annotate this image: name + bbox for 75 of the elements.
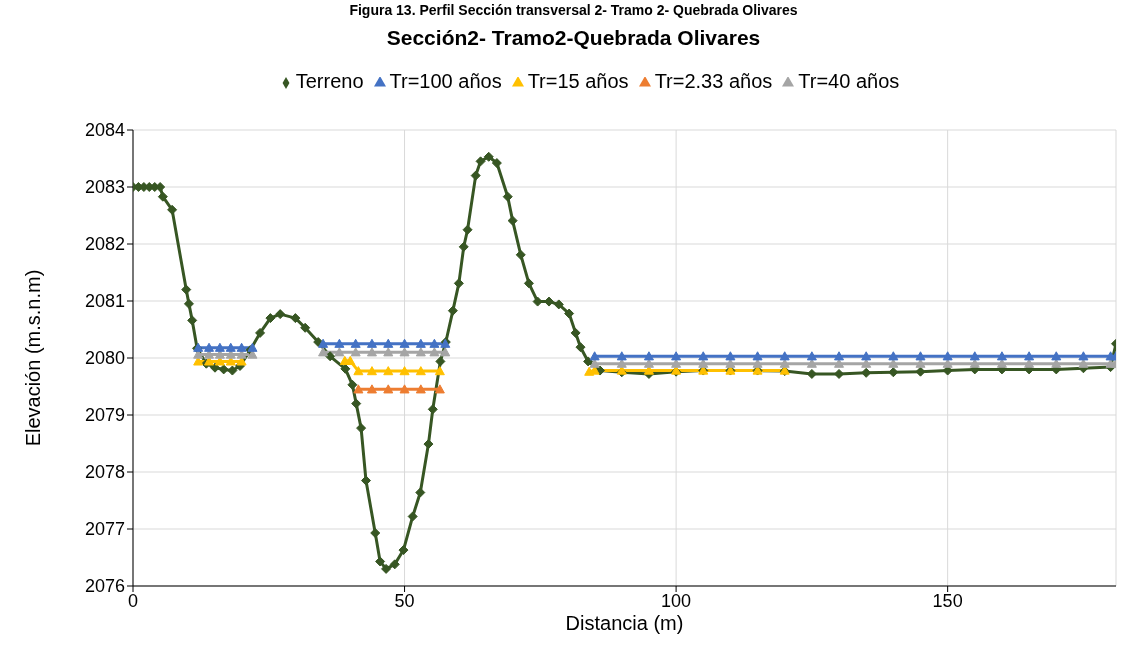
point [434,384,445,394]
point [1078,351,1089,361]
point [399,366,410,376]
y-tick-label: 2081 [84,291,125,312]
point [225,342,236,352]
y-tick-label: 2077 [84,519,125,540]
point [353,366,364,376]
point [434,366,445,376]
point [204,342,215,352]
y-tick-label: 2079 [84,405,125,426]
point [1051,351,1062,361]
point [429,338,440,348]
legend-label: Tr=100 años [389,70,502,92]
y-tick-label: 2080 [84,348,125,369]
point [671,351,682,361]
legend-label: Tr=40 años [798,70,900,92]
x-tick-label: 0 [127,590,139,611]
point [345,355,356,365]
y-tick-label: 2078 [84,462,125,483]
point [366,384,377,394]
point [236,342,247,352]
point [318,338,329,348]
legend-label: Tr=2.33 años [654,70,773,92]
point [383,366,394,376]
point [214,342,225,352]
legend-label: Tr=15 años [527,70,629,92]
point [725,351,736,361]
point [589,351,600,361]
point [350,338,361,348]
x-tick-label: 50 [394,590,415,611]
x-tick-label: 150 [932,590,963,611]
point [834,351,845,361]
point [752,351,763,361]
y-tick-label: 2083 [84,177,125,198]
point [429,347,440,357]
point [399,338,410,348]
point [399,347,410,357]
point [942,351,953,361]
y-tick-label: 2084 [84,120,125,141]
point [415,338,426,348]
legend-label: Terreno [295,70,364,92]
point [415,347,426,357]
point [353,384,364,394]
point [350,347,361,357]
point [915,351,926,361]
point [334,347,345,357]
point [806,351,817,361]
y-axis-title: Elevación (m.s.n.m) [22,269,45,447]
point [399,384,410,394]
text: Figura 13. Perfil Sección transversal 2- Tramo 2- Quebrada Olivares [348,2,799,18]
point [383,338,394,348]
point [318,347,329,357]
point [969,351,980,361]
point [366,366,377,376]
point [996,351,1007,361]
point [415,384,426,394]
y-tick-label: 2082 [84,234,125,255]
point [698,351,709,361]
point [415,366,426,376]
point [383,384,394,394]
y-tick-label: 2076 [84,576,125,597]
point [779,351,790,361]
x-axis-title: Distancia (m) [565,612,684,634]
point [1024,351,1035,361]
point [440,347,451,357]
point [888,351,899,361]
x-tick-label: 100 [661,590,692,611]
point [861,351,872,361]
chart-title: Sección2- Tramo2-Quebrada Olivares [385,26,762,50]
point [334,338,345,348]
point [366,347,377,357]
point [643,351,654,361]
point [616,351,627,361]
point [366,338,377,348]
point [383,347,394,357]
